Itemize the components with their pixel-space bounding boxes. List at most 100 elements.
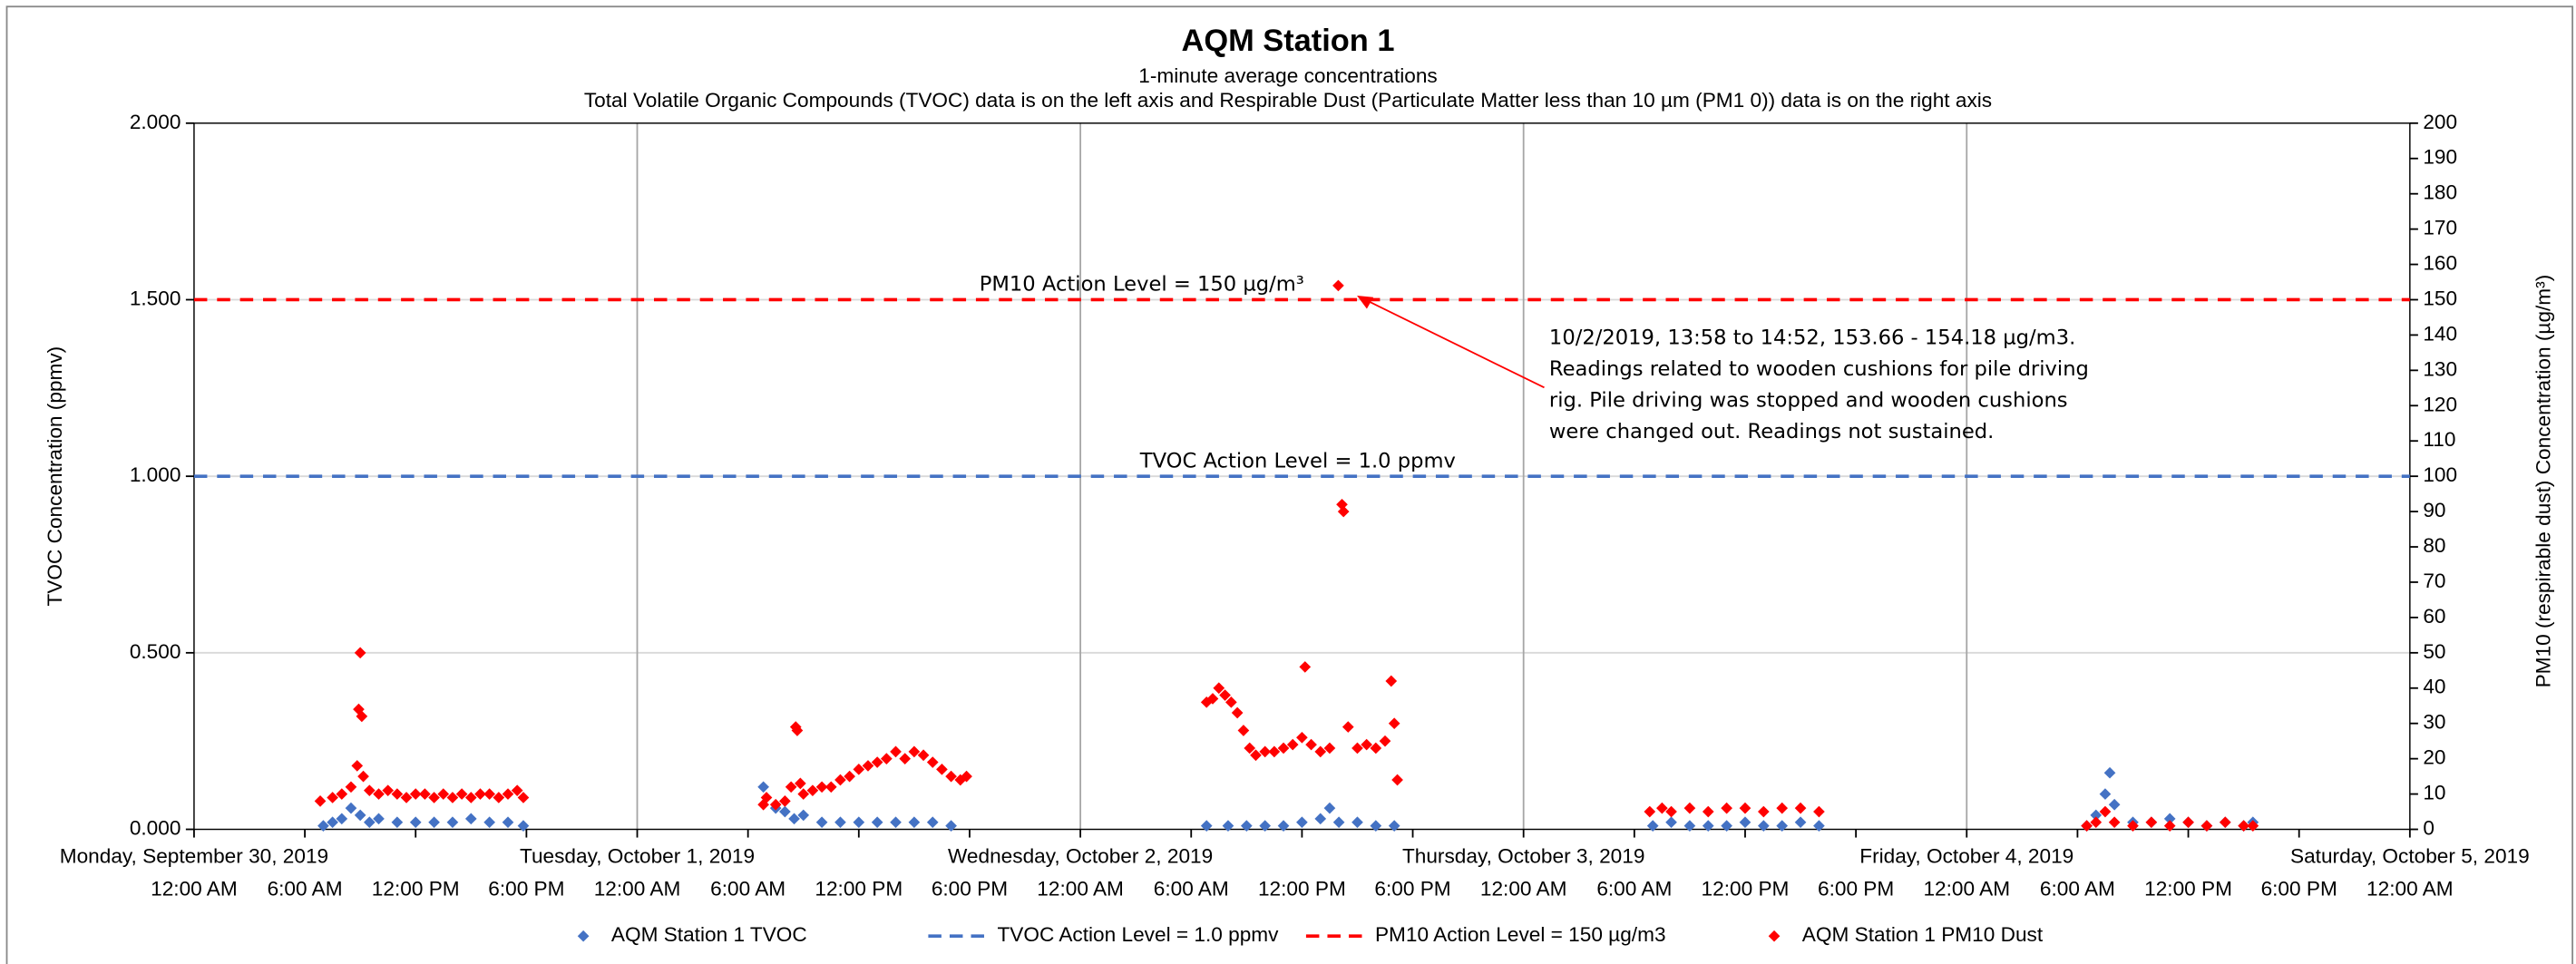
y2-tick-label: 40 [2423, 676, 2445, 698]
data-point [1332, 279, 1344, 292]
x-minor-tick-label: 12:00 AM [594, 877, 681, 900]
data-point [1776, 802, 1789, 814]
y2-tick-label: 30 [2423, 711, 2445, 734]
data-point [1683, 802, 1696, 814]
y2-tick-label: 200 [2423, 111, 2457, 133]
data-point [1721, 802, 1732, 814]
y2-tick-label: 110 [2423, 428, 2455, 451]
legend-label: PM10 Action Level = 150 µg/m3 [1375, 923, 1666, 946]
x-tick-label: Saturday, October 5, 2019 [2290, 844, 2530, 867]
legend-label: AQM Station 1 PM10 Dust [1802, 923, 2044, 946]
x-minor-tick-label: 12:00 PM [815, 877, 903, 900]
x-minor-tick-label: 12:00 AM [1037, 877, 1124, 900]
y2-tick-label: 190 [2423, 146, 2457, 169]
x-minor-tick-label: 6:00 AM [2040, 877, 2115, 900]
data-point [936, 763, 948, 775]
y2-tick-label: 0 [2423, 816, 2435, 839]
data-point [1314, 745, 1327, 758]
x-tick-label: Wednesday, October 2, 2019 [948, 844, 1213, 867]
x-minor-tick-label: 6:00 AM [710, 877, 785, 900]
x-minor-tick-label: 6:00 PM [2261, 877, 2337, 900]
x-tick-label: Friday, October 4, 2019 [1859, 844, 2073, 867]
legend-label: AQM Station 1 TVOC [611, 923, 807, 946]
y-tick-label: 0.000 [130, 816, 181, 839]
data-point [853, 763, 865, 775]
data-point [1244, 742, 1256, 755]
x-minor-tick-label: 6:00 AM [268, 877, 343, 900]
x-minor-tick-label: 12:00 PM [2144, 877, 2232, 900]
data-point [2145, 816, 2158, 829]
y2-tick-label: 10 [2423, 782, 2445, 804]
x-minor-tick-label: 6:00 PM [1818, 877, 1894, 900]
y-axis-title: TVOC Concentration (ppmv) [44, 346, 66, 607]
data-point [1813, 805, 1825, 818]
data-point [1351, 742, 1363, 755]
y2-tick-label: 180 [2423, 181, 2457, 204]
x-tick-label: Tuesday, October 1, 2019 [520, 844, 755, 867]
x-minor-tick-label: 12:00 PM [1702, 877, 1790, 900]
data-point [1656, 802, 1668, 814]
y2-tick-label: 90 [2423, 499, 2445, 521]
data-point [1268, 745, 1281, 758]
y2-tick-label: 130 [2423, 357, 2457, 380]
x-minor-tick-label: 12:00 AM [2366, 877, 2454, 900]
annotation-text: were changed out. Readings not sustained… [1549, 420, 1994, 443]
data-point [356, 710, 368, 723]
x-minor-tick-label: 12:00 AM [151, 877, 238, 900]
y-tick-label: 1.500 [130, 287, 181, 309]
x-minor-tick-label: 6:00 AM [1596, 877, 1672, 900]
y2-tick-label: 60 [2423, 605, 2445, 628]
data-point [1219, 689, 1231, 701]
data-point [769, 798, 782, 811]
annotation-text: Readings related to wooden cushions for … [1549, 357, 2089, 381]
y2-tick-label: 50 [2423, 640, 2445, 663]
data-point [2081, 820, 2093, 832]
y2-tick-label: 160 [2423, 252, 2457, 275]
x-minor-tick-label: 12:00 PM [372, 877, 460, 900]
data-point [1702, 805, 1714, 818]
y2-tick-label: 170 [2423, 217, 2457, 239]
data-point [945, 770, 957, 783]
x-minor-tick-label: 6:00 AM [1154, 877, 1229, 900]
data-point [1739, 802, 1751, 814]
chart-subtitle: 1-minute average concentrations [1138, 64, 1438, 87]
reference-label: PM10 Action Level = 150 µg/m³ [980, 273, 1304, 297]
data-point [961, 770, 972, 783]
legend-label: TVOC Action Level = 1.0 ppmv [997, 923, 1279, 946]
annotation-arrow [1362, 297, 1545, 389]
y2-axis-title: PM10 (respirable dust) Concentration (µg… [2532, 275, 2554, 688]
x-minor-tick-label: 6:00 PM [488, 877, 564, 900]
y2-tick-label: 100 [2423, 463, 2457, 486]
data-point [834, 774, 846, 786]
x-tick-label: Thursday, October 3, 2019 [1402, 844, 1644, 867]
data-point [1342, 721, 1354, 733]
y-tick-label: 1.000 [130, 463, 181, 486]
data-point [1237, 725, 1250, 736]
data-point [757, 781, 769, 794]
x-minor-tick-label: 12:00 AM [1480, 877, 1567, 900]
x-minor-tick-label: 6:00 PM [932, 877, 1008, 900]
x-minor-tick-label: 6:00 PM [1374, 877, 1450, 900]
data-point [1277, 742, 1290, 755]
chart-title: AQM Station 1 [1181, 24, 1394, 58]
y2-tick-label: 120 [2423, 393, 2457, 415]
data-point [1665, 805, 1677, 818]
data-point [2103, 766, 2116, 779]
data-point [2090, 809, 2103, 822]
x-minor-tick-label: 12:00 AM [1923, 877, 2010, 900]
data-point [2099, 805, 2112, 818]
data-point [1794, 802, 1807, 814]
y2-tick-label: 20 [2423, 746, 2445, 769]
y2-tick-label: 150 [2423, 287, 2457, 309]
x-minor-tick-label: 12:00 PM [1258, 877, 1346, 900]
y-tick-label: 0.500 [130, 640, 181, 663]
reference-label: TVOC Action Level = 1.0 ppmv [1139, 449, 1456, 472]
data-point [1644, 805, 1656, 818]
data-point [795, 777, 806, 790]
data-point [2108, 798, 2121, 811]
data-point [844, 770, 855, 783]
data-point [1757, 805, 1770, 818]
data-point [890, 745, 902, 758]
y2-tick-label: 70 [2423, 570, 2445, 592]
x-tick-label: Monday, September 30, 2019 [60, 844, 328, 867]
